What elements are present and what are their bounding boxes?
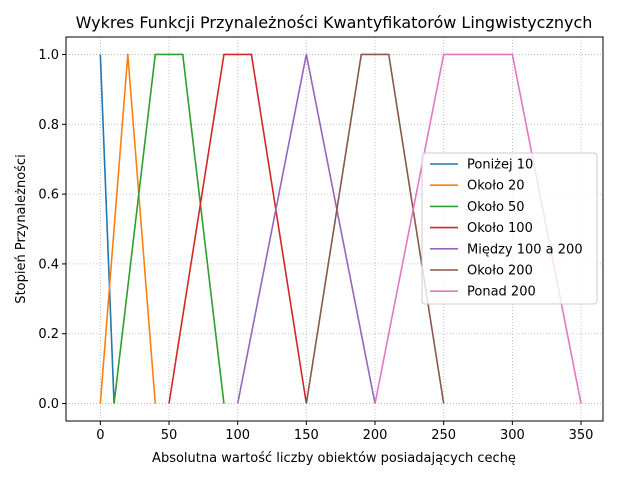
series-line bbox=[168, 53, 308, 404]
legend: Poniżej 10 Około 20 Około 50 Około 100 Międz… bbox=[421, 152, 598, 305]
legend-label: Około 100 bbox=[467, 221, 533, 236]
x-tick-label: 150 bbox=[294, 428, 319, 443]
series-line bbox=[236, 53, 376, 404]
x-tick-label: 250 bbox=[431, 428, 456, 443]
plot-area-frame bbox=[65, 36, 604, 422]
plot-lines bbox=[99, 53, 582, 404]
x-tick-label: 50 bbox=[161, 428, 178, 443]
legend-label: Około 20 bbox=[467, 179, 525, 194]
x-tick-label: 100 bbox=[225, 428, 250, 443]
series-line bbox=[99, 54, 115, 404]
y-tick-label: 0.2 bbox=[38, 327, 59, 342]
series-line bbox=[99, 53, 157, 404]
series-line bbox=[113, 53, 225, 404]
series-line bbox=[305, 53, 445, 404]
legend-label: Około 200 bbox=[467, 264, 533, 279]
x-axis-label: Absolutna wartość liczby obiektów posiad… bbox=[152, 451, 516, 466]
x-tick-label: 300 bbox=[500, 428, 525, 443]
x-tick-label: 350 bbox=[569, 428, 594, 443]
y-tick-label: 0.4 bbox=[38, 257, 59, 272]
x-tick-label: 200 bbox=[363, 428, 388, 443]
legend-label: Między 100 a 200 bbox=[467, 242, 583, 257]
legend-label: Poniżej 10 bbox=[467, 158, 533, 173]
y-tick-label: 0.0 bbox=[38, 397, 59, 412]
legend-label: Ponad 200 bbox=[467, 285, 536, 300]
y-tick-label: 0.6 bbox=[38, 188, 59, 203]
y-tick-label: 1.0 bbox=[38, 48, 59, 63]
legend-box bbox=[421, 152, 598, 305]
chart-title: Wykres Funkcji Przynależności Kwantyfika… bbox=[76, 13, 593, 32]
y-tick-label: 0.8 bbox=[38, 118, 59, 133]
y-axis-label: Stopień Przynależności bbox=[14, 154, 29, 303]
legend-label: Około 50 bbox=[467, 200, 525, 215]
axis-ticks: 0 50 100 150 200 250 300 350 0.0 0.2 0.4 0.6 0.8 1.0 bbox=[38, 48, 593, 443]
x-tick-label: 0 bbox=[96, 428, 104, 443]
